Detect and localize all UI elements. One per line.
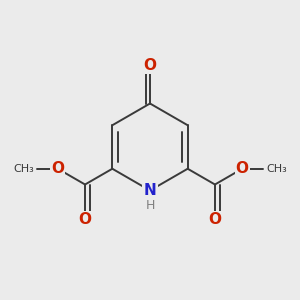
Text: O: O: [143, 58, 157, 73]
Text: H: H: [145, 199, 155, 212]
Text: O: O: [236, 161, 249, 176]
Text: CH₃: CH₃: [266, 164, 287, 174]
Text: CH₃: CH₃: [13, 164, 34, 174]
Text: O: O: [208, 212, 221, 227]
Text: N: N: [144, 183, 156, 198]
Text: O: O: [51, 161, 64, 176]
Text: O: O: [79, 212, 92, 227]
